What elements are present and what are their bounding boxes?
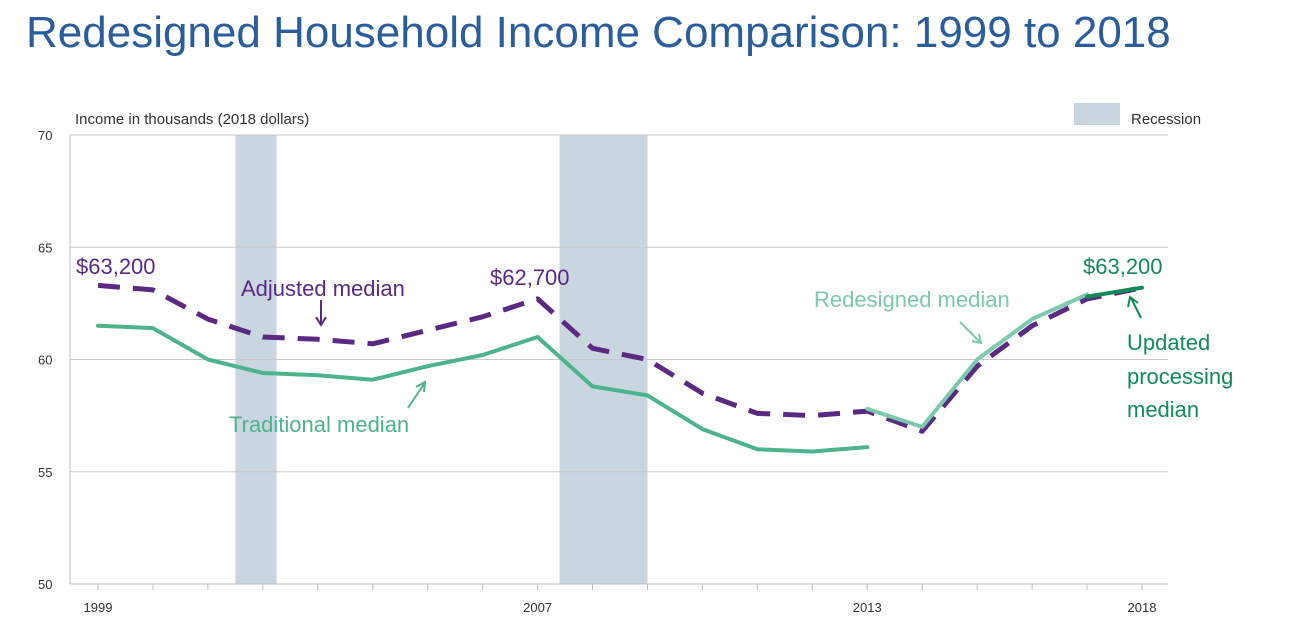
updated-median-label-line1: Updated [1127, 330, 1210, 355]
series-lines [96, 282, 1144, 454]
series-line-traditional-median [96, 323, 870, 454]
value-label-2018: $63,200 [1083, 254, 1163, 279]
legend-recession-label: Recession [1131, 111, 1201, 128]
y-tick-label: 50 [38, 577, 52, 592]
x-tick-label-2013: 2013 [853, 600, 882, 615]
x-tick-label-1999: 1999 [84, 600, 113, 615]
y-tick-label: 70 [38, 128, 52, 143]
x-tick-label-2018: 2018 [1128, 600, 1157, 615]
legend-recession-swatch [1074, 103, 1120, 125]
value-label-1999: $63,200 [76, 254, 156, 279]
series-line-adjusted-median [97, 282, 1143, 434]
page-title: Redesigned Household Income Comparison: … [26, 8, 1171, 57]
y-tick-label: 60 [38, 353, 52, 368]
traditional-median-label: Traditional median [229, 412, 409, 437]
series-line-redesigned-median [865, 292, 1090, 429]
adjusted-median-arrow [315, 300, 327, 327]
y-tick-label: 65 [38, 240, 52, 255]
updated-median-label-line2: processing [1127, 364, 1233, 389]
traditional-median-arrow [407, 380, 427, 409]
x-tick-label-2007: 2007 [523, 600, 552, 615]
adjusted-median-label: Adjusted median [241, 276, 405, 301]
updated-median-label-line3: median [1127, 397, 1199, 422]
y-tick-label: 55 [38, 465, 52, 480]
redesigned-median-label: Redesigned median [814, 287, 1010, 312]
value-label-2007: $62,700 [490, 265, 570, 290]
updated-median-arrow [1127, 295, 1142, 319]
redesigned-median-arrow [959, 321, 983, 345]
series-line-updated-processing-median [1085, 285, 1144, 299]
y-axis-label: Income in thousands (2018 dollars) [75, 111, 309, 128]
axes: 1999 2007 2013 2018 [69, 135, 1168, 615]
